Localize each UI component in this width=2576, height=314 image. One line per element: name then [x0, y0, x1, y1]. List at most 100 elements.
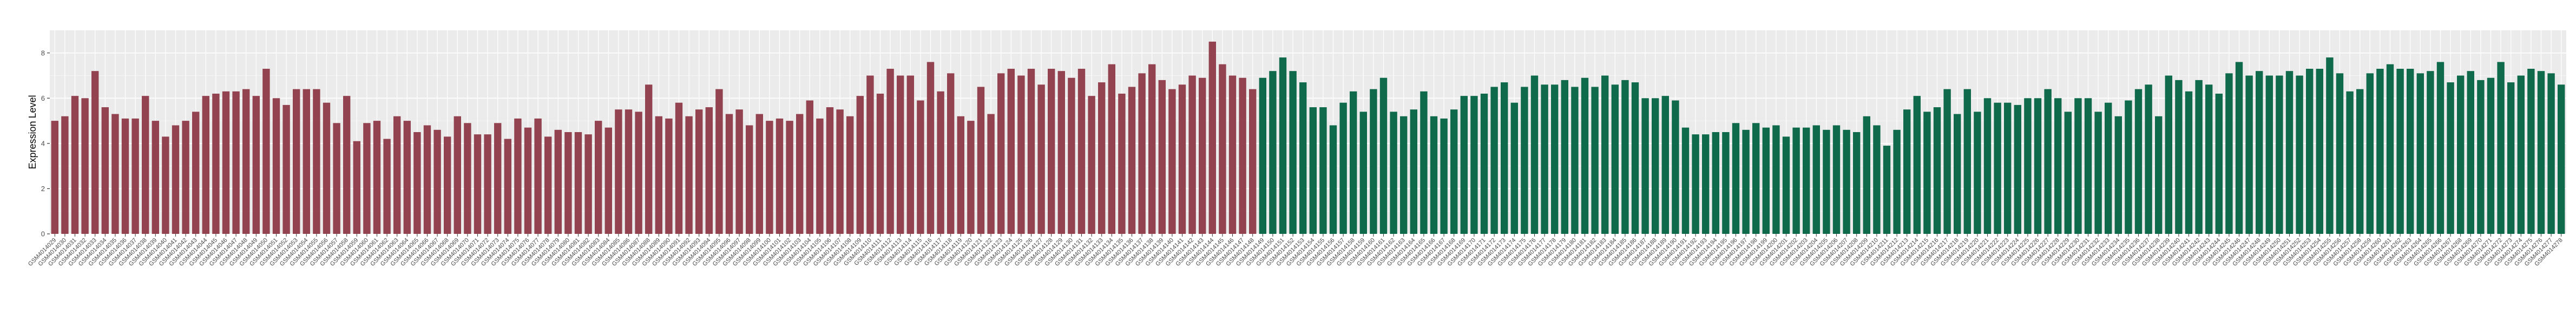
bar	[1199, 77, 1206, 234]
bar	[2084, 98, 2092, 234]
bar	[413, 132, 421, 234]
bar	[1480, 93, 1488, 234]
bar	[101, 107, 109, 234]
bar	[262, 69, 270, 234]
bars	[51, 41, 2565, 234]
bar	[655, 116, 662, 234]
bar	[2094, 112, 2102, 234]
bar	[1269, 71, 1277, 234]
bar	[766, 121, 773, 234]
bar	[202, 96, 209, 234]
bar	[997, 73, 1005, 234]
bar	[1219, 64, 1226, 234]
bar	[1379, 77, 1388, 234]
bar	[1430, 116, 1438, 234]
bar	[635, 112, 642, 234]
bar	[2306, 69, 2314, 234]
bar	[705, 107, 713, 234]
bar	[2044, 89, 2052, 234]
bar	[615, 109, 622, 234]
bar	[886, 69, 894, 234]
bar	[1641, 98, 1649, 234]
bar	[242, 89, 250, 234]
y-tick-label: 0	[41, 230, 45, 238]
bar	[2436, 62, 2444, 234]
bar	[383, 139, 391, 234]
bar	[353, 141, 360, 234]
bar	[2205, 84, 2213, 234]
bar	[786, 121, 793, 234]
bar	[604, 127, 612, 234]
bar	[2427, 71, 2434, 234]
bar	[1541, 84, 1548, 234]
bar	[2155, 116, 2163, 234]
bar	[1873, 125, 1881, 234]
bar	[1692, 134, 1699, 234]
bar	[725, 114, 733, 234]
bar	[1510, 102, 1518, 234]
bar	[1994, 102, 2001, 234]
bar	[1521, 87, 1528, 234]
bar	[2507, 82, 2515, 234]
bar	[2527, 69, 2535, 234]
bar	[846, 116, 854, 234]
bar	[1370, 89, 1377, 234]
bar	[957, 116, 964, 234]
bar	[806, 100, 813, 234]
bar	[1249, 89, 1257, 234]
bar	[2054, 98, 2062, 234]
bar	[856, 96, 864, 234]
bar	[1943, 89, 1951, 234]
bar	[1048, 69, 1055, 234]
bar	[2014, 104, 2021, 234]
bar	[1652, 98, 1659, 234]
bar	[464, 123, 471, 234]
bar	[2215, 93, 2223, 234]
bar	[2537, 71, 2545, 234]
bar	[1501, 82, 1508, 234]
y-tick-label: 4	[41, 139, 45, 147]
bar	[836, 109, 844, 234]
bar	[111, 114, 119, 234]
bar	[2547, 73, 2555, 234]
bar	[61, 116, 69, 234]
bar	[1339, 102, 1347, 234]
bar	[1681, 127, 1690, 234]
bar	[2467, 71, 2474, 234]
bar	[423, 125, 431, 234]
bar	[595, 121, 602, 234]
bar	[1007, 69, 1015, 234]
bar	[373, 121, 381, 234]
bar	[2487, 77, 2495, 234]
bar	[1782, 136, 1790, 234]
bar	[323, 102, 331, 234]
bar	[1088, 96, 1095, 234]
bar	[695, 109, 703, 234]
bar	[1933, 107, 1941, 234]
bar	[1319, 107, 1327, 234]
bar	[343, 96, 351, 234]
bar	[1712, 132, 1719, 234]
bar	[584, 134, 592, 234]
bar	[132, 118, 139, 234]
bar	[1772, 125, 1780, 234]
bar	[926, 62, 935, 234]
bar	[313, 89, 320, 234]
bar	[755, 114, 763, 234]
bar	[625, 109, 633, 234]
bar	[2064, 112, 2072, 234]
bar	[2356, 89, 2364, 234]
bar	[1490, 87, 1498, 234]
bar	[1279, 57, 1287, 234]
bar	[2558, 84, 2565, 234]
bar	[2407, 69, 2414, 234]
bar	[665, 118, 673, 234]
bar	[81, 98, 89, 234]
bar	[1228, 75, 1237, 234]
bar	[172, 125, 180, 234]
bar	[1823, 129, 1830, 234]
bar	[1621, 80, 1629, 234]
bar	[1752, 123, 1760, 234]
bar	[1581, 77, 1589, 234]
